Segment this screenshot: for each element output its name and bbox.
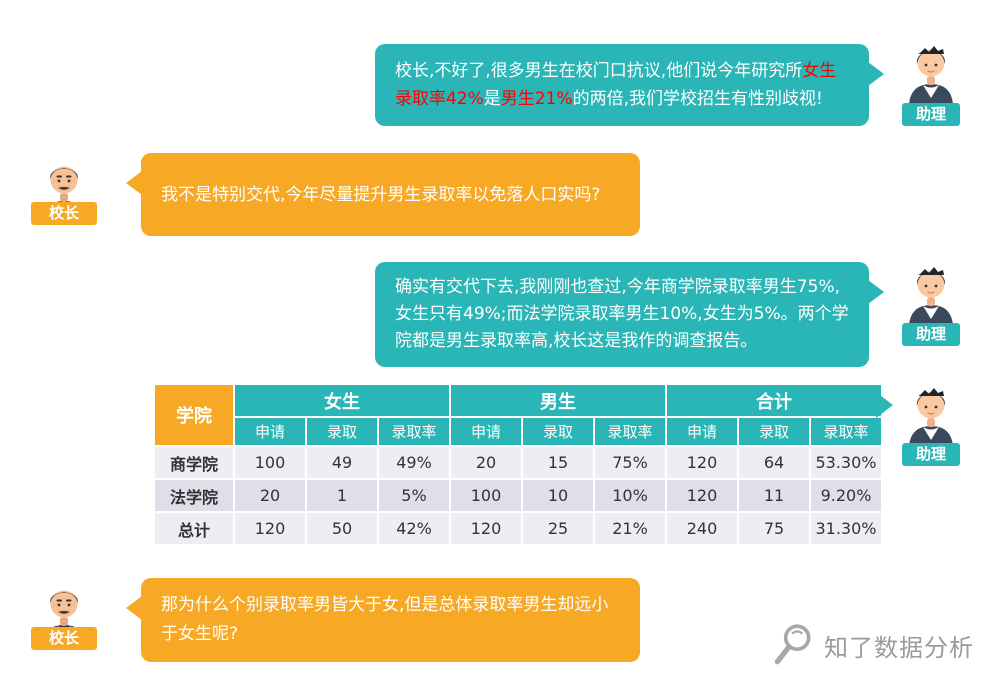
table-cell: 120 [449, 511, 523, 546]
principal-role-label: 校长 [31, 202, 97, 225]
assistant-avatar [901, 382, 961, 446]
admission-report-table: 学院 女生 男生 合计 申请 录取 录取率 申请 录取 录取率 申请 录取 录取… [153, 383, 883, 546]
table-cell: 64 [737, 445, 811, 480]
chat-bubble-assistant-1: 校长,不好了,很多男生在校门口抗议,他们说今年研究所女生录取率42%是男生21%… [375, 44, 884, 126]
table-group-header-row: 学院 女生 男生 合计 [153, 383, 883, 447]
table-subheader-applied: 申请 [449, 416, 523, 447]
table-cell: 20 [449, 445, 523, 480]
principal-role-label: 校长 [31, 627, 97, 650]
table-cell: 120 [665, 445, 739, 480]
bubble4-text: 那为什么个别录取率男皆大于女,但是总体录取率男生却远小于女生呢? [161, 595, 609, 644]
table-group-female: 女生 [233, 383, 451, 418]
bubble3-text: 确实有交代下去,我刚刚也查过,今年商学院录取率男生75%,女生只有49%;而法学… [395, 277, 849, 351]
table-subheader-rate: 录取率 [377, 416, 451, 447]
chat-bubble-assistant-2: 确实有交代下去,我刚刚也查过,今年商学院录取率男生75%,女生只有49%;而法学… [375, 262, 884, 367]
table-cell: 21% [593, 511, 667, 546]
table-row-total: 总计 120 50 42% 120 25 21% 240 75 31.30% [153, 511, 883, 546]
table-cell: 11 [737, 478, 811, 513]
table-group-male: 男生 [449, 383, 667, 418]
chat-bubble-principal-2: 那为什么个别录取率男皆大于女,但是总体录取率男生却远小于女生呢? [126, 578, 640, 662]
table-subheader-rate: 录取率 [809, 416, 883, 447]
table-cell: 75% [593, 445, 667, 480]
chat-bubble-principal-1: 我不是特别交代,今年尽量提升男生录取率以免落人口实吗? [126, 153, 640, 236]
table-subheader-rate: 录取率 [593, 416, 667, 447]
bubble1-text-part2: 是 [483, 89, 501, 109]
assistant-avatar [901, 261, 961, 325]
table-subheader-admitted: 录取 [737, 416, 811, 447]
table-cell: 240 [665, 511, 739, 546]
table-group-total: 合计 [665, 383, 883, 418]
table-corner-header: 学院 [153, 383, 235, 447]
table-cell: 100 [449, 478, 523, 513]
table-cell: 31.30% [809, 511, 883, 546]
table-cell: 1 [305, 478, 379, 513]
bubble-tail-left-icon [126, 171, 142, 195]
brand-watermark: 知了数据分析 [770, 622, 974, 668]
table-subheader-admitted: 录取 [305, 416, 379, 447]
table-sub-header-row: 申请 录取 录取率 申请 录取 录取率 申请 录取 录取率 [154, 416, 883, 447]
bubble1-male-rate-highlight: 男生21% [500, 89, 573, 109]
brand-watermark-text: 知了数据分析 [824, 633, 974, 662]
table-subheader-applied: 申请 [233, 416, 307, 447]
table-cell: 50 [305, 511, 379, 546]
bubble-tail-right-icon [868, 280, 884, 304]
assistant-avatar [901, 40, 961, 104]
table-cell: 49% [377, 445, 451, 480]
assistant-role-label: 助理 [902, 443, 960, 466]
bubble2-text: 我不是特别交代,今年尽量提升男生录取率以免落人口实吗? [161, 184, 601, 205]
table-row-header: 总计 [153, 511, 235, 546]
table-cell: 25 [521, 511, 595, 546]
table-cell: 75 [737, 511, 811, 546]
table-cell: 100 [233, 445, 307, 480]
table-cell: 49 [305, 445, 379, 480]
table-cell: 15 [521, 445, 595, 480]
table-row-law: 法学院 20 1 5% 100 10 10% 120 11 9.20% [153, 478, 883, 513]
table-cell: 5% [377, 478, 451, 513]
table-row-header: 商学院 [153, 445, 235, 480]
assistant-role-label: 助理 [902, 103, 960, 126]
table-subheader-applied: 申请 [665, 416, 739, 447]
table-cell: 20 [233, 478, 307, 513]
table-cell: 120 [665, 478, 739, 513]
assistant-role-label: 助理 [902, 323, 960, 346]
bubble1-text-part3: 的两倍,我们学校招生有性别歧视! [572, 89, 823, 109]
table-cell: 10 [521, 478, 595, 513]
bubble1-female-rate-highlight: 女生录取率42% [395, 61, 837, 109]
magnifier-icon [770, 622, 816, 668]
table-row-business: 商学院 100 49 49% 20 15 75% 120 64 53.30% [153, 445, 883, 480]
table-cell: 42% [377, 511, 451, 546]
bubble1-text-part1: 校长,不好了,很多男生在校门口抗议,他们说今年研究所 [395, 61, 803, 81]
table-cell: 53.30% [809, 445, 883, 480]
table-cell: 10% [593, 478, 667, 513]
bubble-tail-right-icon [868, 62, 884, 86]
table-tail-right-icon [876, 392, 893, 418]
table-cell: 9.20% [809, 478, 883, 513]
table-cell: 120 [233, 511, 307, 546]
table-row-header: 法学院 [153, 478, 235, 513]
table-subheader-admitted: 录取 [521, 416, 595, 447]
bubble-tail-left-icon [126, 596, 142, 620]
